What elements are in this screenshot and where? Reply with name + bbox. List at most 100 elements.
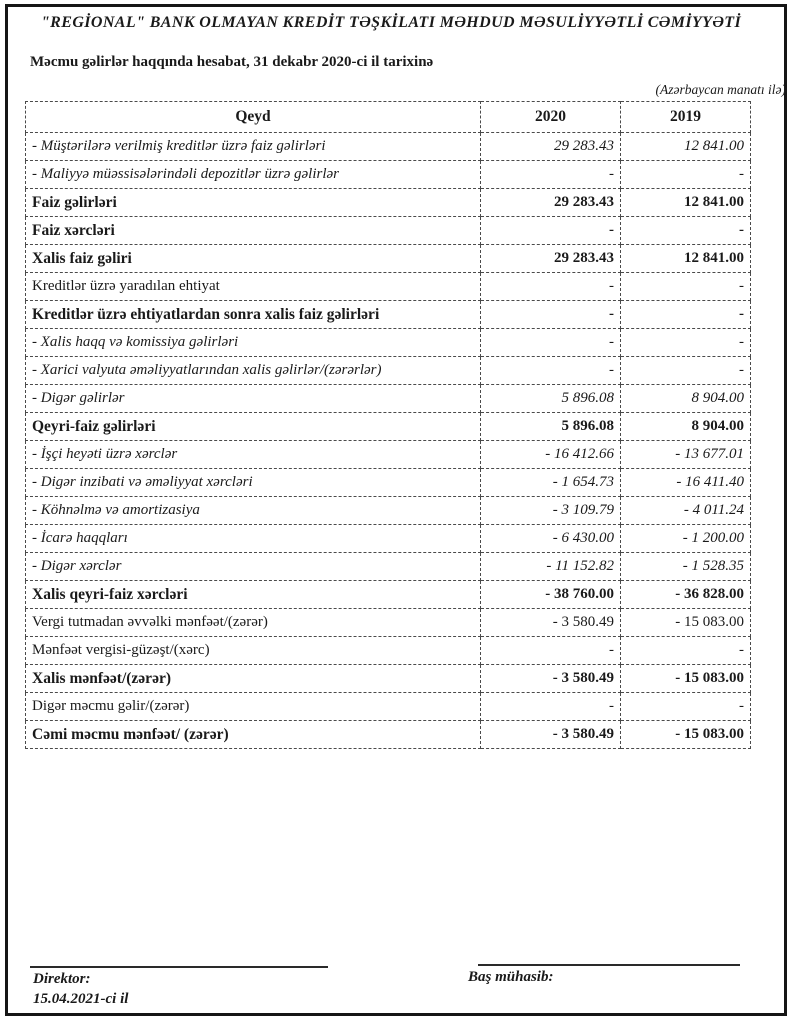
column-header-2020: 2020 bbox=[480, 101, 621, 133]
value-2020: - 38 760.00 bbox=[480, 580, 621, 609]
table-row: - Maliyyə müəssisələrindəli depozitlər ü… bbox=[25, 160, 751, 189]
value-2020: 5 896.08 bbox=[480, 412, 621, 441]
table-row: - Xalis haqq və komissiya gəlirləri - - bbox=[25, 328, 751, 357]
row-label: - Köhnəlmə və amortizasiya bbox=[25, 496, 481, 525]
row-label: - Xalis haqq və komissiya gəlirləri bbox=[25, 328, 481, 357]
table-row: Xalis qeyri-faiz xərcləri - 38 760.00- 36… bbox=[25, 580, 751, 609]
row-label: - Digər xərclər bbox=[25, 552, 481, 581]
income-statement-table: Qeyd 2020 2019 - Müştərilərə verilmiş kr… bbox=[25, 101, 751, 749]
value-2020: 29 283.43 bbox=[480, 244, 621, 273]
table-row: Faiz gəlirləri 29 283.43 12 841.00 bbox=[25, 188, 751, 217]
director-label: Direktor: bbox=[33, 971, 91, 987]
value-2019: - bbox=[620, 216, 751, 245]
table-row: - İcarə haqqları - 6 430.00- 1 200.00 bbox=[25, 524, 751, 553]
row-label: Xalis qeyri-faiz xərcləri bbox=[25, 580, 481, 609]
row-label: Kreditlər üzrə ehtiyatlardan sonra xalis… bbox=[25, 300, 481, 329]
table-body: - Müştərilərə verilmiş kreditlər üzrə fa… bbox=[25, 132, 751, 749]
value-2020: - bbox=[480, 300, 621, 329]
report-title: Məcmu gəlirlər haqqında hesabat, 31 deka… bbox=[30, 54, 434, 70]
value-2020: - 11 152.82 bbox=[480, 552, 621, 581]
value-2020: - 1 654.73 bbox=[480, 468, 621, 497]
value-2020: - 3 580.49 bbox=[480, 720, 621, 749]
value-2020: - 16 412.66 bbox=[480, 440, 621, 469]
row-label: Cəmi məcmu mənfəət/ (zərər) bbox=[25, 720, 481, 749]
value-2019: - bbox=[620, 300, 751, 329]
row-label: Qeyri-faiz gəlirləri bbox=[25, 412, 481, 441]
value-2019: - 15 083.00 bbox=[620, 664, 751, 693]
column-header-qeyd: Qeyd bbox=[25, 101, 481, 133]
table-row: - Müştərilərə verilmiş kreditlər üzrə fa… bbox=[25, 132, 751, 161]
value-2019: - 1 528.35 bbox=[620, 552, 751, 581]
row-label: Kreditlər üzrə yaradılan ehtiyat bbox=[25, 272, 481, 301]
value-2020: 29 283.43 bbox=[480, 188, 621, 217]
row-label: Faiz xərcləri bbox=[25, 216, 481, 245]
value-2020: - bbox=[480, 692, 621, 721]
value-2020: - bbox=[480, 636, 621, 665]
value-2020: - bbox=[480, 272, 621, 301]
value-2019: - bbox=[620, 328, 751, 357]
table-row: Xalis faiz gəliri 29 283.43 12 841.00 bbox=[25, 244, 751, 273]
table-row: Faiz xərcləri - - bbox=[25, 216, 751, 245]
row-label: - Digər gəlirlər bbox=[25, 384, 481, 413]
value-2020: - 3 580.49 bbox=[480, 608, 621, 637]
table-row: Xalis mənfəət/(zərər) - 3 580.49- 15 083.… bbox=[25, 664, 751, 693]
table-row: Kreditlər üzrə ehtiyatlardan sonra xalis… bbox=[25, 300, 751, 329]
table-row: - İşçi heyəti üzrə xərclər - 16 412.66- 1… bbox=[25, 440, 751, 469]
director-signature-line bbox=[30, 966, 328, 968]
currency-note: (Azərbaycan manatı ilə) bbox=[655, 82, 786, 97]
value-2020: - 3 109.79 bbox=[480, 496, 621, 525]
value-2019: - bbox=[620, 692, 751, 721]
value-2019: 12 841.00 bbox=[620, 244, 751, 273]
table-row: - Xarici valyuta əməliyyatlarından xalis… bbox=[25, 356, 751, 385]
value-2019: 8 904.00 bbox=[620, 384, 751, 413]
report-date: 15.04.2021-ci il bbox=[33, 991, 129, 1007]
row-label: - İcarə haqqları bbox=[25, 524, 481, 553]
row-label: - Xarici valyuta əməliyyatlarından xalis… bbox=[25, 356, 481, 385]
value-2019: 12 841.00 bbox=[620, 188, 751, 217]
row-label: Faiz gəlirləri bbox=[25, 188, 481, 217]
value-2019: - 16 411.40 bbox=[620, 468, 751, 497]
row-label: - Maliyyə müəssisələrindəli depozitlər ü… bbox=[25, 160, 481, 189]
value-2019: - 13 677.01 bbox=[620, 440, 751, 469]
row-label: Vergi tutmadan əvvəlki mənfəət/(zərər) bbox=[25, 608, 481, 637]
table-row: Vergi tutmadan əvvəlki mənfəət/(zərər) - … bbox=[25, 608, 751, 637]
table-row: Qeyri-faiz gəlirləri 5 896.08 8 904.00 bbox=[25, 412, 751, 441]
table-row: - Digər gəlirlər 5 896.08 8 904.00 bbox=[25, 384, 751, 413]
value-2019: - 4 011.24 bbox=[620, 496, 751, 525]
chief-accountant-label: Baş mühasib: bbox=[468, 969, 554, 985]
row-label: Mənfəət vergisi-güzəşt/(xərc) bbox=[25, 636, 481, 665]
value-2020: 5 896.08 bbox=[480, 384, 621, 413]
value-2020: - bbox=[480, 160, 621, 189]
value-2020: - bbox=[480, 328, 621, 357]
table-row: - Köhnəlmə və amortizasiya - 3 109.79- 4 … bbox=[25, 496, 751, 525]
value-2020: - 6 430.00 bbox=[480, 524, 621, 553]
value-2019: - bbox=[620, 356, 751, 385]
row-label: Digər məcmu gəlir/(zərər) bbox=[25, 692, 481, 721]
row-label: Xalis mənfəət/(zərər) bbox=[25, 664, 481, 693]
value-2019: 12 841.00 bbox=[620, 132, 751, 161]
value-2019: - 36 828.00 bbox=[620, 580, 751, 609]
value-2019: - bbox=[620, 160, 751, 189]
row-label: - İşçi heyəti üzrə xərclər bbox=[25, 440, 481, 469]
row-label: Xalis faiz gəliri bbox=[25, 244, 481, 273]
table-row: - Digər inzibati və əməliyyat xərcləri - … bbox=[25, 468, 751, 497]
table-header-row: Qeyd 2020 2019 bbox=[25, 101, 751, 133]
value-2019: - bbox=[620, 636, 751, 665]
value-2019: - bbox=[620, 272, 751, 301]
value-2019: - 15 083.00 bbox=[620, 720, 751, 749]
value-2020: - bbox=[480, 216, 621, 245]
value-2020: - 3 580.49 bbox=[480, 664, 621, 693]
table-row: Cəmi məcmu mənfəət/ (zərər) - 3 580.49- 1… bbox=[25, 720, 751, 749]
table-row: Kreditlər üzrə yaradılan ehtiyat - - bbox=[25, 272, 751, 301]
table-row: Mənfəət vergisi-güzəşt/(xərc) - - bbox=[25, 636, 751, 665]
column-header-2019: 2019 bbox=[620, 101, 751, 133]
row-label: - Digər inzibati və əməliyyat xərcləri bbox=[25, 468, 481, 497]
value-2019: - 15 083.00 bbox=[620, 608, 751, 637]
company-title: "REGİONAL" BANK OLMAYAN KREDİT TƏŞKİLATI… bbox=[40, 14, 742, 31]
table-row: Digər məcmu gəlir/(zərər) - - bbox=[25, 692, 751, 721]
value-2020: - bbox=[480, 356, 621, 385]
accountant-signature-line bbox=[478, 964, 740, 966]
value-2019: 8 904.00 bbox=[620, 412, 751, 441]
value-2019: - 1 200.00 bbox=[620, 524, 751, 553]
